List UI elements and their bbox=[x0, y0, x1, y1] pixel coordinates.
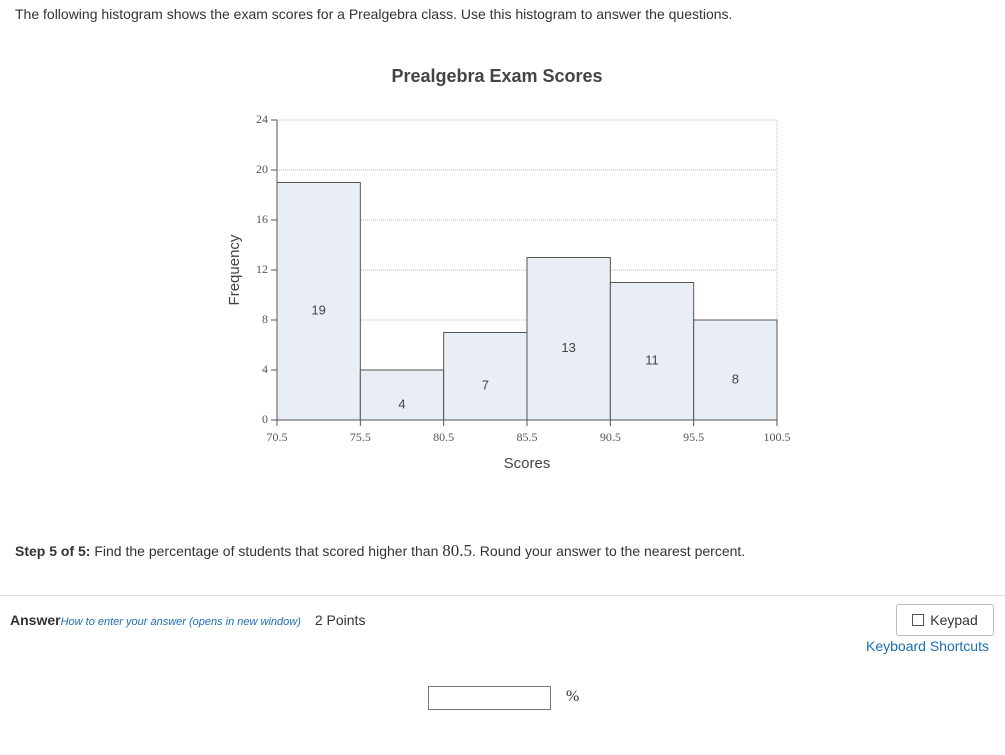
y-tick-label: 16 bbox=[256, 212, 268, 226]
chart: Prealgebra Exam Scores Scores Frequency … bbox=[226, 66, 791, 472]
y-tick-label: 20 bbox=[256, 162, 268, 176]
step-text-after: . Round your answer to the nearest perce… bbox=[472, 543, 746, 559]
x-tick-label: 70.5 bbox=[267, 430, 288, 444]
keypad-label: Keypad bbox=[930, 612, 978, 628]
keypad-icon bbox=[912, 614, 925, 626]
step-text: Find the percentage of students that sco… bbox=[94, 543, 439, 559]
bar-label: 11 bbox=[645, 353, 659, 368]
bar bbox=[359, 369, 445, 421]
bar bbox=[609, 282, 695, 421]
x-tick-label: 75.5 bbox=[350, 430, 371, 444]
bar bbox=[526, 257, 611, 421]
bar-label: 13 bbox=[561, 340, 575, 355]
x-tick-label: 90.5 bbox=[600, 430, 621, 444]
x-tick-label: 95.5 bbox=[683, 430, 704, 444]
answer-row: AnswerHow to enter your answer (opens in… bbox=[10, 612, 365, 628]
bar-label: 4 bbox=[398, 396, 405, 411]
y-tick-label: 12 bbox=[256, 262, 268, 276]
y-tick-label: 0 bbox=[262, 412, 268, 426]
shortcuts-link[interactable]: Keyboard Shortcuts bbox=[866, 638, 989, 654]
help-link[interactable]: How to enter your answer (opens in new w… bbox=[60, 616, 301, 628]
step-number: 80.5 bbox=[442, 541, 473, 560]
bar bbox=[443, 332, 528, 421]
question: The following histogram shows the exam s… bbox=[15, 6, 733, 22]
y-tick-label: 24 bbox=[256, 112, 268, 126]
x-tick-label: 100.5 bbox=[764, 430, 791, 444]
y-axis-label: Frequency bbox=[226, 234, 243, 305]
bar bbox=[693, 319, 778, 421]
divider bbox=[0, 595, 1005, 596]
bar bbox=[276, 182, 361, 421]
step-label: Step 5 of 5: bbox=[15, 543, 91, 559]
answer-label: Answer bbox=[10, 612, 61, 628]
keypad-button[interactable]: Keypad bbox=[896, 604, 994, 636]
bar-label: 8 bbox=[732, 371, 739, 386]
chart-title: Prealgebra Exam Scores bbox=[391, 66, 602, 86]
bar-label: 7 bbox=[482, 378, 489, 393]
points: 2 Points bbox=[314, 612, 366, 628]
step-prompt: Step 5 of 5: Find the percentage of stud… bbox=[15, 541, 745, 561]
unit: % bbox=[566, 688, 580, 705]
x-tick-label: 80.5 bbox=[433, 430, 454, 444]
answer-input[interactable] bbox=[428, 686, 551, 710]
y-tick-label: 4 bbox=[262, 362, 268, 376]
x-tick-label: 85.5 bbox=[517, 430, 538, 444]
y-tick-label: 8 bbox=[262, 312, 268, 326]
x-axis-label: Scores bbox=[504, 455, 551, 472]
bar-label: 19 bbox=[311, 303, 325, 318]
